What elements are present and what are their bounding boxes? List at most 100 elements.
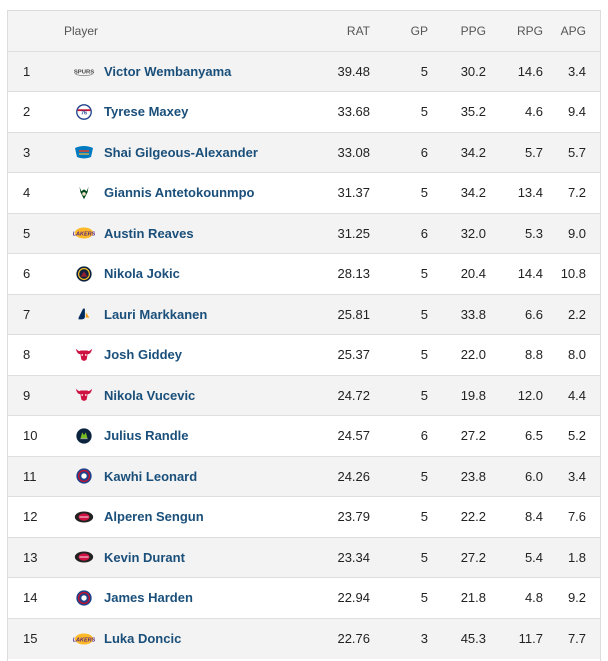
player-name-cell: Julius Randle	[104, 416, 294, 457]
team-logo-cell	[64, 254, 104, 295]
column-header-rpg[interactable]: RPG	[517, 23, 544, 38]
apg-cell: 7.6	[567, 509, 587, 525]
player-link[interactable]: Josh Giddey	[104, 347, 183, 363]
apg-cell: 5.2	[567, 428, 587, 444]
rpg-cell: 11.7	[518, 631, 544, 646]
column-header-apg[interactable]: APG	[560, 23, 587, 38]
column-header-gp[interactable]: GP	[410, 23, 429, 38]
player-link[interactable]: Shai Gilgeous-Alexander	[104, 144, 258, 160]
team-logo-cell	[64, 537, 104, 578]
column-header-rat[interactable]: RAT	[346, 23, 371, 38]
rat-cell: 39.48	[337, 63, 371, 79]
ppg-cell: 22.0	[460, 347, 487, 363]
table-row: 7 Lauri Markkanen 25.81 5 33.8 6.6 2.2	[8, 294, 601, 335]
gp-cell: 5	[420, 104, 429, 120]
rpg-cell: 8.8	[524, 347, 544, 363]
rat-cell: 31.37	[337, 185, 371, 201]
76ers-logo-icon[interactable]: 76	[73, 103, 95, 121]
team-logo-cell	[64, 294, 104, 335]
gp-cell: 5	[420, 266, 429, 282]
gp-cell: 3	[420, 631, 429, 646]
clippers-logo-icon[interactable]	[73, 589, 95, 607]
apg-cell: 3.4	[567, 468, 587, 484]
rat-cell: 28.13	[337, 266, 371, 282]
apg-cell: 9.2	[567, 590, 587, 606]
player-name-cell: Nikola Vucevic	[104, 375, 294, 416]
bulls-logo-icon[interactable]	[73, 386, 95, 404]
apg-cell: 7.7	[567, 631, 587, 646]
rank-cell: 5	[23, 225, 31, 241]
table-row: 2 76 Tyrese Maxey 33.68 5 35.2 4.6 9.4	[8, 91, 601, 133]
table-row: 1 SPURS Victor Wembanyama 39.48 5 30.2 14.6 3.4	[8, 51, 601, 92]
player-stats-table: Player RAT GP PPG RPG APG 1 SPURS Victor W…	[7, 10, 601, 661]
rank-cell: 3	[23, 144, 31, 160]
gp-cell: 5	[420, 590, 429, 606]
player-link[interactable]: Lauri Markkanen	[104, 306, 208, 322]
ppg-cell: 23.8	[460, 468, 487, 484]
nuggets-logo-icon[interactable]	[73, 265, 95, 283]
player-name-cell: Nikola Jokic	[104, 254, 294, 295]
clippers-logo-icon[interactable]	[73, 467, 95, 485]
player-link[interactable]: Julius Randle	[104, 428, 189, 444]
svg-text:LAKERS: LAKERS	[73, 637, 95, 643]
rat-cell: 24.72	[337, 387, 371, 403]
player-link[interactable]: Kawhi Leonard	[104, 468, 198, 484]
rpg-cell: 5.3	[524, 225, 544, 241]
player-link[interactable]: Luka Doncic	[104, 631, 182, 646]
team-logo-cell	[64, 335, 104, 376]
player-link[interactable]: Tyrese Maxey	[104, 104, 189, 120]
ppg-cell: 22.2	[460, 509, 487, 525]
rat-cell: 31.25	[337, 225, 371, 241]
rat-cell: 22.94	[337, 590, 371, 606]
gp-cell: 5	[420, 509, 429, 525]
ppg-cell: 35.2	[460, 104, 487, 120]
thunder-logo-icon[interactable]	[73, 143, 95, 161]
timberwolves-logo-icon[interactable]	[73, 427, 95, 445]
apg-cell: 7.2	[567, 185, 587, 201]
rank-cell: 15	[23, 631, 38, 646]
table-row: 9 Nikola Vucevic 24.72 5 19.8 12.0 4.4	[8, 375, 601, 416]
player-link[interactable]: Nikola Vucevic	[104, 387, 196, 403]
gp-cell: 5	[420, 306, 429, 322]
column-header-player[interactable]: Player	[64, 23, 99, 38]
player-link[interactable]: Austin Reaves	[104, 225, 194, 241]
rank-cell: 10	[23, 428, 38, 444]
player-link[interactable]: Alperen Sengun	[104, 509, 204, 525]
lakers-logo-icon[interactable]: LAKERS	[73, 630, 96, 648]
rat-cell: 24.57	[337, 428, 371, 444]
ppg-cell: 33.8	[460, 306, 487, 322]
table-row: 6 Nikola Jokic 28.13 5 20.4 14.4 10.8	[8, 253, 601, 295]
player-link[interactable]: Giannis Antetokounmpo	[104, 185, 255, 201]
spurs-logo-icon[interactable]: SPURS	[73, 62, 95, 80]
column-header-ppg[interactable]: PPG	[460, 23, 487, 38]
team-logo-cell	[64, 497, 104, 538]
player-link[interactable]: Victor Wembanyama	[104, 63, 232, 79]
rpg-cell: 6.0	[524, 468, 544, 484]
ppg-cell: 32.0	[460, 225, 487, 241]
jazz-logo-icon[interactable]	[73, 305, 95, 323]
player-link[interactable]: Kevin Durant	[104, 549, 185, 565]
player-name-cell: Shai Gilgeous-Alexander	[104, 132, 294, 173]
rat-cell: 24.26	[337, 468, 371, 484]
apg-cell: 8.0	[567, 347, 587, 363]
table-row: 10 Julius Randle 24.57 6 27.2 6.5 5.2	[8, 415, 601, 457]
svg-text:76: 76	[81, 110, 87, 116]
lakers-logo-icon[interactable]: LAKERS	[73, 224, 96, 242]
gp-cell: 5	[420, 185, 429, 201]
bulls-logo-icon[interactable]	[73, 346, 95, 364]
rockets-logo-icon[interactable]	[73, 548, 95, 566]
team-logo-cell	[64, 456, 104, 497]
table-row: 13 Kevin Durant 23.34 5 27.2 5.4 1.8	[8, 537, 601, 578]
rat-cell: 25.37	[337, 347, 371, 363]
gp-cell: 5	[420, 387, 429, 403]
rank-cell: 2	[23, 104, 31, 120]
rank-cell: 11	[23, 468, 37, 484]
gp-cell: 6	[420, 144, 429, 160]
bucks-logo-icon[interactable]	[73, 184, 95, 202]
apg-cell: 9.0	[567, 225, 587, 241]
player-link[interactable]: James Harden	[104, 590, 193, 606]
player-link[interactable]: Nikola Jokic	[104, 266, 180, 282]
player-name-cell: Tyrese Maxey	[104, 92, 294, 133]
rockets-logo-icon[interactable]	[73, 508, 95, 526]
player-name-cell: Luka Doncic	[104, 618, 294, 659]
